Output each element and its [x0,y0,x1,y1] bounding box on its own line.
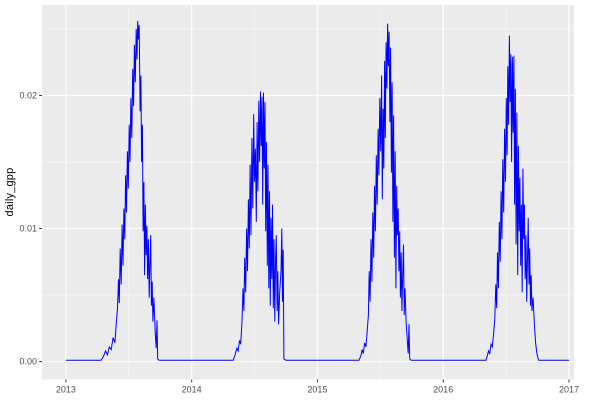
x-tick-label: 2013 [56,385,76,395]
y-tick-label: 0.02 [19,91,37,101]
plot-panel [42,5,574,380]
y-tick-label: 0.01 [19,224,37,234]
x-tick-label: 2016 [433,385,453,395]
x-tick-label: 2017 [559,385,579,395]
x-tick-label: 2015 [307,385,327,395]
x-tick-label: 2014 [182,385,202,395]
y-tick-label: 0.00 [19,357,37,367]
gpp-line [65,20,569,361]
